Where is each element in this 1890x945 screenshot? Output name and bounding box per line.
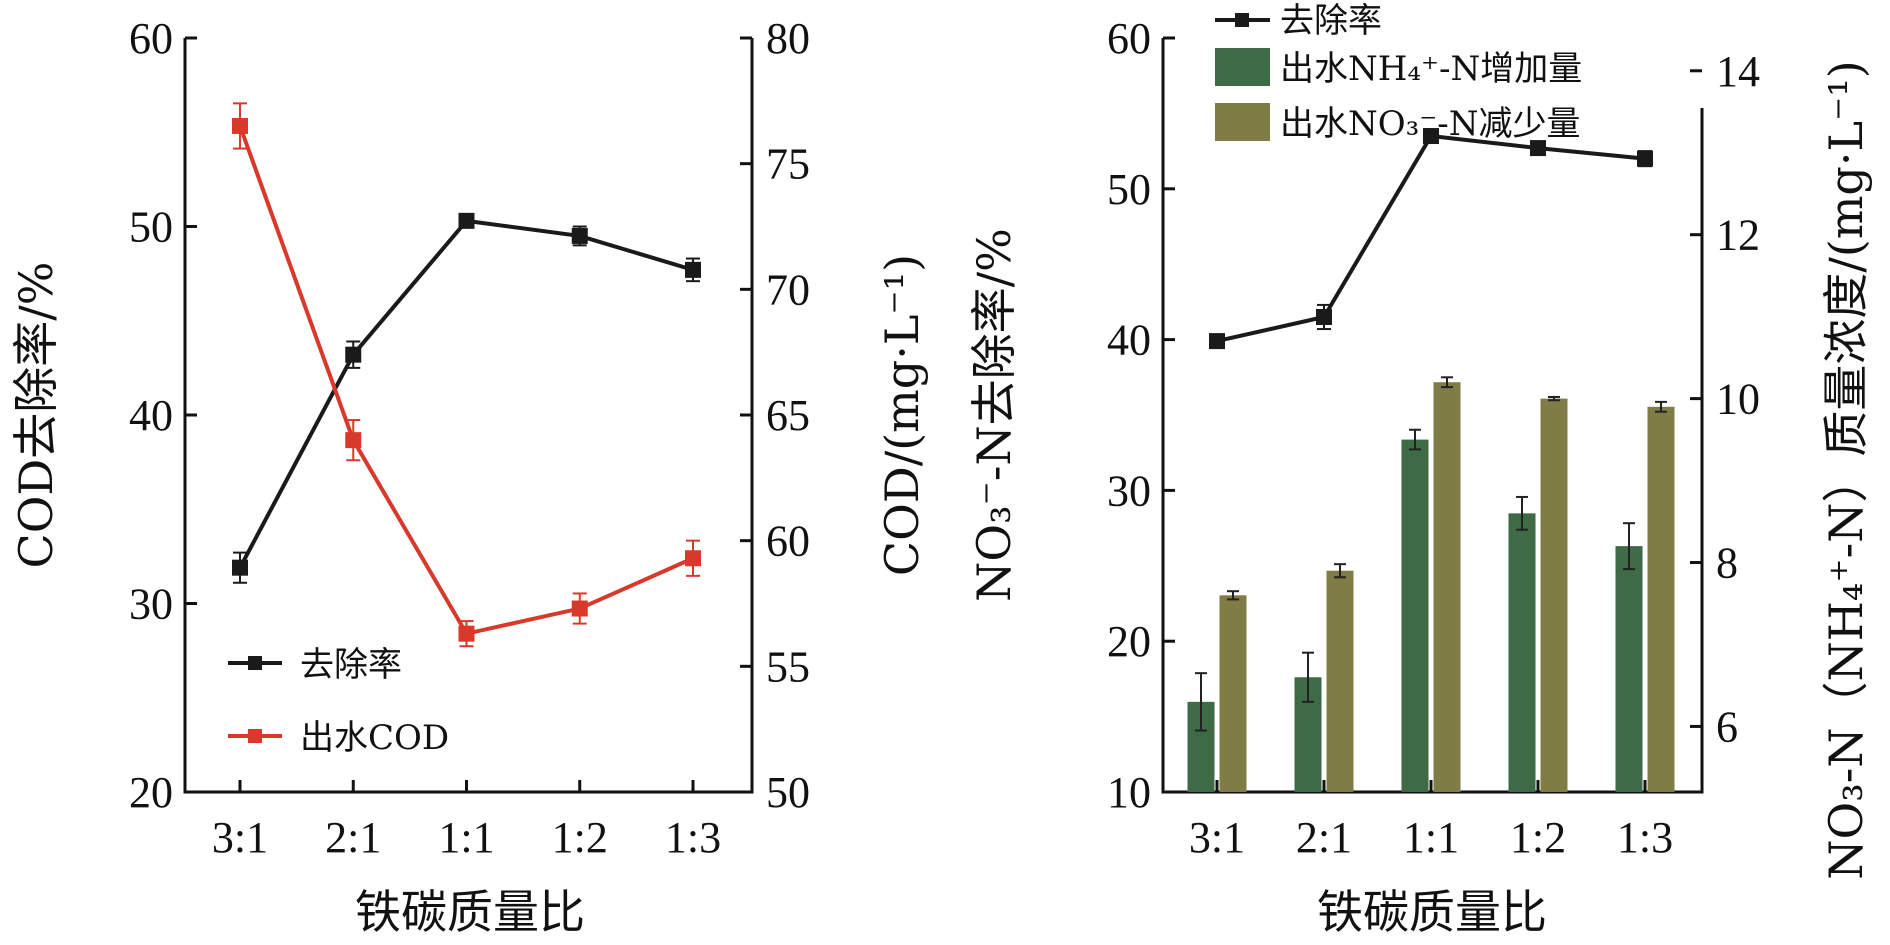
no3-decrease-bar [1326,570,1354,792]
left-chart-legend: 去除率 出水COD [228,645,449,758]
right-chart-x-ticks: 3:1 2:1 1:1 1:2 1:3 [1189,780,1673,862]
y-right-tick-label: 50 [766,768,810,817]
legend-label-effluent-cod: 出水COD [300,718,449,758]
x-tick-label: 2:1 [1296,813,1352,862]
no3-decrease-bar [1647,406,1675,792]
y-left-tick-label: 10 [1107,768,1151,817]
legend-marker-removal [1235,13,1249,27]
y-right-tick-label: 80 [766,14,810,63]
no3-removal-rate-point [1209,333,1225,350]
right-chart-series [1187,128,1675,792]
left-chart-x-ticks: 3:1 2:1 1:1 1:2 1:3 [212,780,721,862]
y-right-tick-label: 6 [1716,702,1738,751]
no3-removal-rate-point [1423,128,1439,145]
removal-rate-point [685,261,701,278]
y-left-tick-label: 50 [1107,165,1151,214]
effluent-cod-point [232,117,248,134]
left-chart-ylabel-left: COD去除率/% [9,262,63,569]
left-chart-ylabel-right: COD/(mg·L⁻¹) [875,254,929,576]
y-right-tick-label: 65 [766,391,810,440]
no3-decrease-bar [1433,382,1461,792]
y-right-tick-label: 60 [766,517,810,566]
no3-decrease-bar [1219,595,1247,792]
y-left-tick-label: 40 [129,391,173,440]
right-chart-legend: 去除率 出水NH₄⁺-N增加量 出水NO₃⁻-N减少量 [1215,1,1582,144]
y-right-tick-label: 70 [766,265,810,314]
removal-rate-line [238,218,694,569]
removal-rate-point [458,212,475,229]
x-tick-label: 1:1 [1403,813,1459,862]
x-tick-label: 2:1 [325,813,381,862]
y-left-tick-label: 60 [129,14,173,63]
y-left-tick-label: 30 [129,580,173,629]
removal-rate-point [571,227,588,244]
legend-marker-removal [248,656,262,670]
effluent-cod-line [238,125,694,636]
legend-label-nh4: 出水NH₄⁺-N增加量 [1280,49,1582,89]
y-left-tick-label: 30 [1107,466,1151,515]
x-tick-label: 3:1 [1189,813,1245,862]
y-right-tick-label: 12 [1716,211,1760,260]
no3-removal-rate-point [1637,150,1653,167]
nh4-increase-bar [1401,439,1429,792]
legend-marker-effluent-cod [248,729,262,743]
effluent-cod-point [345,432,362,449]
x-tick-label: 1:2 [1510,813,1566,862]
right-chart-right-ticks: 6 8 10 12 14 [1690,47,1760,751]
nh4-increase-bar [1508,513,1536,792]
x-tick-label: 1:3 [665,813,721,862]
removal-rate-point [232,559,248,576]
y-left-tick-label: 60 [1107,14,1151,63]
right-chart-ylabel-left: NO₃⁻-N去除率/% [967,228,1021,602]
no3-removal-rate-point [1530,140,1546,157]
no3-decrease-bar [1540,398,1568,792]
left-chart-series [232,102,701,648]
left-chart-left-ticks: 20 30 40 50 60 [129,14,197,817]
legend-label-removal: 去除率 [1280,1,1382,41]
x-tick-label: 3:1 [212,813,268,862]
y-right-tick-label: 55 [766,642,810,691]
legend-swatch-no3 [1215,103,1270,141]
removal-rate-point [345,346,362,363]
right-chart-ylabel-right: NO₃-N（NH₄⁺-N）质量浓度/(mg·L⁻¹) [1819,60,1873,879]
effluent-cod-point [685,550,701,567]
left-chart-xlabel: 铁碳质量比 [355,885,585,939]
effluent-cod-point [571,600,588,617]
left-chart-right-ticks: 50 55 60 65 70 75 80 [740,14,810,817]
y-right-tick-label: 8 [1716,539,1738,588]
legend-label-removal: 去除率 [300,645,402,685]
right-chart-xlabel: 铁碳质量比 [1317,885,1547,939]
no3-removal-rate-line [1216,133,1646,344]
y-right-tick-label: 10 [1716,375,1760,424]
y-right-tick-label: 14 [1716,47,1760,96]
right-chart-left-ticks: 10 20 30 40 50 60 [1107,14,1175,817]
effluent-cod-point [458,625,475,642]
y-left-tick-label: 20 [129,768,173,817]
y-left-tick-label: 50 [129,203,173,252]
y-right-tick-label: 75 [766,140,810,189]
left-chart: 20 30 40 50 60 50 55 60 65 70 75 80 3:1 2:1 1:1 1:2 1:… [9,14,929,939]
no3-removal-rate-point [1316,308,1332,325]
y-left-tick-label: 40 [1107,316,1151,365]
nh4-increase-bar [1615,546,1643,792]
legend-label-no3: 出水NO₃⁻-N减少量 [1280,104,1580,144]
x-tick-label: 1:1 [438,813,494,862]
right-chart: 10 20 30 40 50 60 6 8 10 12 14 3:1 2:1 1:1 1:2 1:3 NO… [967,1,1873,939]
x-tick-label: 1:3 [1617,813,1673,862]
left-chart-frame [183,38,754,794]
legend-swatch-nh4 [1215,48,1270,86]
y-left-tick-label: 20 [1107,617,1151,666]
x-tick-label: 1:2 [552,813,608,862]
